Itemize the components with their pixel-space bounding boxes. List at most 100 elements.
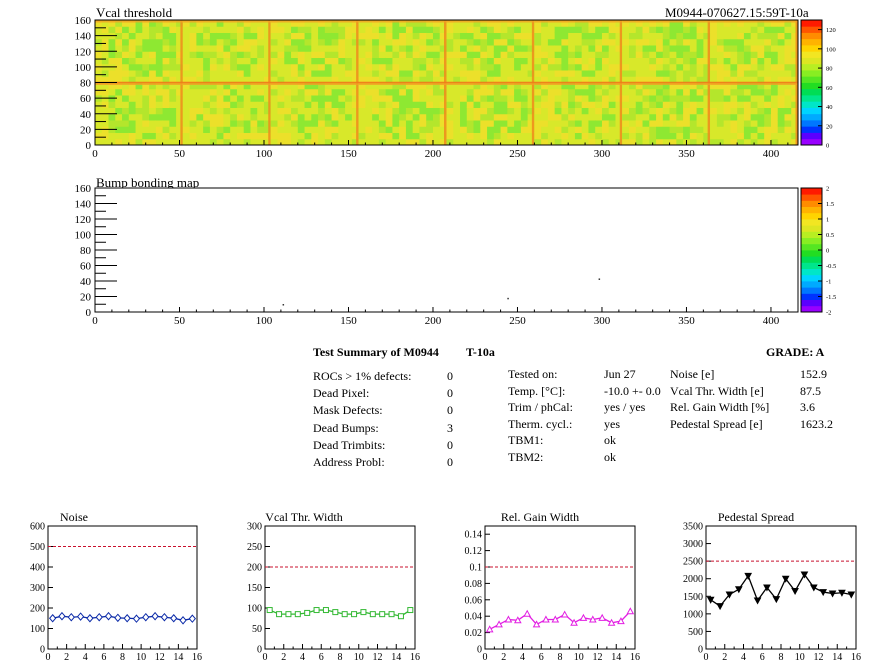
heatmap-cell	[311, 120, 319, 127]
heatmap-cell	[331, 95, 339, 102]
heatmap-cell	[250, 51, 258, 58]
heatmap-cell	[608, 63, 616, 71]
heatmap-cell	[223, 20, 231, 27]
heatmap-cell	[615, 132, 623, 140]
heatmap-cell	[385, 70, 393, 77]
heatmap-cell	[568, 26, 576, 33]
heatmap-cell	[446, 101, 454, 108]
heatmap-cell	[142, 70, 150, 77]
heatmap-cell	[419, 120, 427, 127]
dead-bump-point	[598, 278, 601, 280]
heatmap-cell	[770, 45, 779, 52]
heatmap-cell	[432, 20, 441, 27]
heatmap-cell	[737, 70, 745, 77]
heatmap-cell	[710, 26, 718, 33]
heatmap-cell	[378, 88, 387, 96]
y-tick-label: 300	[247, 522, 262, 533]
heatmap-cell	[568, 20, 576, 27]
heatmap-cell	[460, 70, 468, 77]
heatmap-cell	[250, 113, 258, 121]
heatmap-cell	[432, 138, 441, 146]
heatmap-cell	[378, 138, 387, 146]
heatmap-cell	[385, 38, 393, 46]
heatmap-cell	[385, 95, 393, 102]
heatmap-cell	[169, 120, 177, 127]
heatmap-cell	[608, 45, 616, 52]
heatmap-cell	[257, 126, 265, 133]
heatmap-cell	[345, 26, 353, 33]
heatmap-cell	[757, 70, 765, 77]
heatmap-cell	[196, 70, 204, 77]
heatmap-cell	[777, 70, 785, 77]
heatmap-cell	[122, 26, 130, 33]
heatmap-cell	[554, 107, 562, 115]
heatmap-cell	[737, 45, 745, 52]
heatmap-cell	[304, 63, 312, 71]
heatmap-cell	[304, 20, 312, 27]
heatmap-cell	[358, 76, 366, 83]
heatmap-cell	[601, 138, 610, 146]
heatmap-cell	[358, 107, 366, 115]
heatmap-cell	[662, 82, 671, 90]
heatmap-cell	[601, 32, 610, 40]
heatmap-cell	[426, 132, 434, 140]
heatmap-cell	[588, 20, 596, 27]
heatmap-cell	[723, 38, 731, 46]
defects-value: 3	[447, 420, 453, 435]
data-point	[523, 609, 532, 617]
heatmap-cell	[263, 120, 272, 127]
heatmap-cell	[777, 38, 785, 46]
heatmap-cell	[223, 120, 231, 127]
heatmap-cell	[520, 88, 529, 96]
heatmap-cell	[568, 63, 576, 71]
data-point	[579, 613, 588, 621]
heatmap-cell	[487, 101, 495, 108]
heatmap-cell	[689, 57, 698, 65]
heatmap-cell	[703, 70, 711, 77]
heatmap-cell	[338, 51, 346, 58]
heatmap-cell	[480, 45, 488, 52]
heatmap-cell	[676, 126, 684, 133]
heatmap-cell	[520, 76, 529, 83]
heatmap-cell	[351, 132, 360, 140]
heatmap-cell	[696, 32, 704, 40]
heatmap-cell	[122, 113, 130, 121]
heatmap-cell	[439, 63, 447, 71]
heatmap-cell	[743, 101, 752, 108]
heatmap-cell	[676, 32, 684, 40]
defects-label: Mask Defects:	[313, 403, 383, 418]
heatmap-cell	[108, 101, 116, 108]
heatmap-cell	[730, 113, 738, 121]
heatmap-cell	[378, 95, 387, 102]
heatmap-cell	[568, 45, 576, 52]
heatmap-cell	[622, 113, 630, 121]
heatmap-cell	[216, 32, 224, 40]
heatmap-cell	[743, 38, 752, 46]
data-point	[86, 613, 94, 623]
heatmap-cell	[561, 32, 569, 40]
heatmap-cell	[189, 113, 197, 121]
heatmap-cell	[622, 38, 630, 46]
heatmap-cell	[547, 57, 556, 65]
heatmap-cell	[689, 38, 698, 46]
heatmap-cell	[101, 51, 110, 58]
color-scale-band	[801, 113, 822, 121]
heatmap-cell	[581, 88, 589, 96]
heatmap-cell	[710, 95, 718, 102]
heatmap-cell	[108, 38, 116, 46]
heatmap-cell	[378, 32, 387, 40]
heatmap-cell	[311, 82, 319, 90]
heatmap-cell	[257, 32, 265, 40]
heatmap-cell	[743, 126, 752, 133]
heatmap-cell	[527, 95, 535, 102]
heatmap-cell	[595, 82, 603, 90]
heatmap-cell	[216, 57, 224, 65]
heatmap-cell	[169, 126, 177, 133]
roc-edge	[795, 20, 798, 83]
heatmap-cell	[696, 20, 704, 27]
heatmap-cell	[270, 32, 279, 40]
x-tick-label: 50	[174, 148, 186, 160]
data-point	[114, 613, 122, 623]
heatmap-cell	[196, 88, 204, 96]
x-tick-label: 14	[832, 652, 842, 663]
